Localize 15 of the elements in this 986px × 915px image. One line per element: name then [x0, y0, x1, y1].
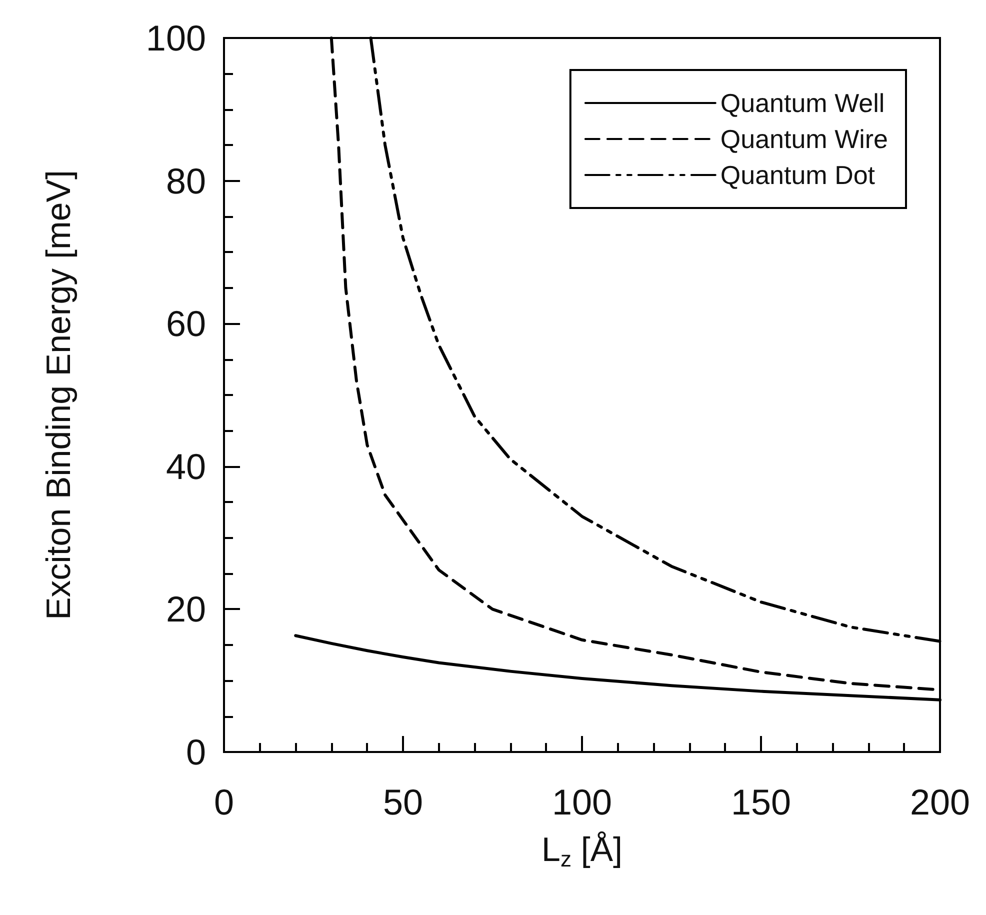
x-tick-label: 0 — [214, 782, 234, 822]
legend-label: Quantum Dot — [720, 160, 876, 190]
y-tick-label: 40 — [166, 446, 206, 487]
y-tick-label: 60 — [166, 303, 206, 344]
y-tick-label: 80 — [166, 160, 206, 202]
y-tick-label: 0 — [186, 732, 206, 772]
x-tick-label: 200 — [910, 782, 970, 822]
y-axis-title: Exciton Binding Energy [meV] — [40, 170, 78, 620]
legend-label: Quantum Wire — [720, 124, 888, 154]
y-tick-label: 20 — [166, 588, 206, 630]
y-tick-label: 100 — [146, 18, 206, 58]
legend-label: Quantum Well — [720, 88, 885, 118]
x-tick-label: 50 — [382, 782, 424, 822]
x-tick-label: 100 — [552, 782, 612, 822]
x-tick-label: 150 — [730, 782, 792, 822]
